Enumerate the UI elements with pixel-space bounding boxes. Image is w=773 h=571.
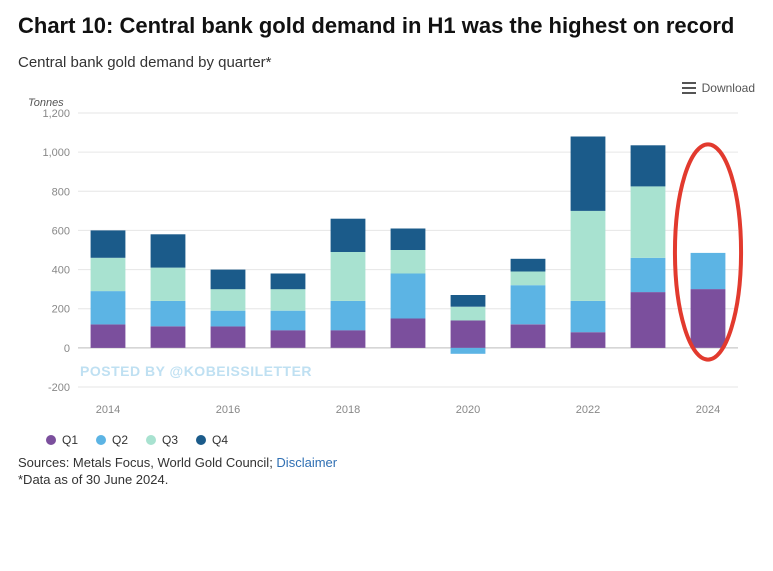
chart-container: { "title": "Chart 10: Central bank gold … (0, 0, 773, 495)
legend-swatch-icon (196, 435, 206, 445)
bar-2019-Q2 (391, 273, 426, 318)
bar-2023-Q1 (631, 292, 666, 348)
x-tick-2018: 2018 (336, 404, 360, 416)
svg-text:0: 0 (64, 342, 70, 354)
x-tick-2024: 2024 (696, 404, 720, 416)
bar-2021-Q1 (511, 324, 546, 348)
chart-title: Chart 10: Central bank gold demand in H1… (18, 12, 738, 40)
bar-2023-Q2 (631, 257, 666, 291)
legend-label: Q4 (212, 433, 228, 447)
x-tick-2022: 2022 (576, 404, 600, 416)
bar-2017-Q1 (271, 330, 306, 348)
svg-text:600: 600 (52, 225, 70, 237)
legend-item-q3[interactable]: Q3 (146, 433, 178, 447)
bar-2023-Q3 (631, 186, 666, 257)
legend-swatch-icon (46, 435, 56, 445)
bar-2017-Q3 (271, 289, 306, 311)
watermark-text: POSTED BY @KOBEISSILETTER (80, 362, 312, 378)
bar-2024-Q2 (691, 252, 726, 288)
bar-2023-Q4 (631, 145, 666, 186)
bar-2024-Q1 (691, 289, 726, 348)
sources-text: Sources: Metals Focus, World Gold Counci… (18, 455, 276, 470)
legend-item-q1[interactable]: Q1 (46, 433, 78, 447)
bar-2015-Q2 (151, 300, 186, 325)
bar-2020-Q1 (451, 320, 486, 347)
legend-label: Q2 (112, 433, 128, 447)
bar-2022-Q2 (571, 300, 606, 331)
bar-2014-Q2 (91, 291, 126, 324)
bar-2015-Q4 (151, 234, 186, 267)
bar-2017-Q2 (271, 310, 306, 330)
svg-text:-200: -200 (48, 382, 70, 394)
bar-2022-Q1 (571, 332, 606, 348)
bar-2014-Q1 (91, 324, 126, 348)
bar-2020-Q3 (451, 306, 486, 320)
bar-2019-Q3 (391, 250, 426, 274)
bar-2018-Q3 (331, 252, 366, 301)
x-tick-2020: 2020 (456, 404, 480, 416)
bar-2020-Q4 (451, 295, 486, 307)
bar-2019-Q1 (391, 318, 426, 347)
data-note: *Data as of 30 June 2024. (18, 472, 755, 487)
svg-text:800: 800 (52, 186, 70, 198)
bar-2016-Q3 (211, 289, 246, 311)
chart-legend: Q1 Q2 Q3 Q4 (46, 433, 755, 447)
legend-label: Q3 (162, 433, 178, 447)
bar-2015-Q1 (151, 326, 186, 348)
chart-plot: Tonnes -200 0 200 400 600 800 1,000 1,200 2014 20… (18, 97, 755, 427)
x-tick-2016: 2016 (216, 404, 240, 416)
bar-2014-Q3 (91, 257, 126, 290)
svg-text:400: 400 (52, 264, 70, 276)
bar-2017-Q4 (271, 273, 306, 289)
bar-2018-Q2 (331, 300, 366, 329)
svg-text:200: 200 (52, 303, 70, 315)
chart-toolbar: Download (18, 81, 755, 95)
bar-2018-Q4 (331, 218, 366, 251)
hamburger-icon[interactable] (682, 82, 696, 94)
y-axis-title: Tonnes (28, 97, 64, 109)
legend-swatch-icon (146, 435, 156, 445)
chart-subtitle: Central bank gold demand by quarter* (18, 54, 755, 71)
bar-2016-Q4 (211, 269, 246, 289)
bar-2015-Q3 (151, 267, 186, 300)
bar-2021-Q3 (511, 271, 546, 285)
disclaimer-link[interactable]: Disclaimer (276, 455, 337, 470)
bar-2016-Q1 (211, 326, 246, 348)
legend-item-q4[interactable]: Q4 (196, 433, 228, 447)
legend-label: Q1 (62, 433, 78, 447)
svg-text:1,200: 1,200 (42, 108, 70, 120)
bar-2021-Q4 (511, 258, 546, 271)
legend-swatch-icon (96, 435, 106, 445)
chart-svg: -200 0 200 400 600 800 1,000 1,200 2014 2016 2018 2… (18, 97, 755, 427)
bar-2019-Q4 (391, 228, 426, 250)
bar-2022-Q4 (571, 136, 606, 210)
bar-2022-Q3 (571, 210, 606, 300)
svg-text:1,000: 1,000 (42, 147, 70, 159)
bar-2021-Q2 (511, 285, 546, 324)
legend-item-q2[interactable]: Q2 (96, 433, 128, 447)
bar-2016-Q2 (211, 310, 246, 326)
download-button[interactable]: Download (702, 81, 755, 95)
bar-2014-Q4 (91, 230, 126, 257)
bar-2018-Q1 (331, 330, 366, 348)
bar-2020-Q2 (451, 347, 486, 353)
sources-line: Sources: Metals Focus, World Gold Counci… (18, 455, 755, 470)
x-tick-2014: 2014 (96, 404, 120, 416)
